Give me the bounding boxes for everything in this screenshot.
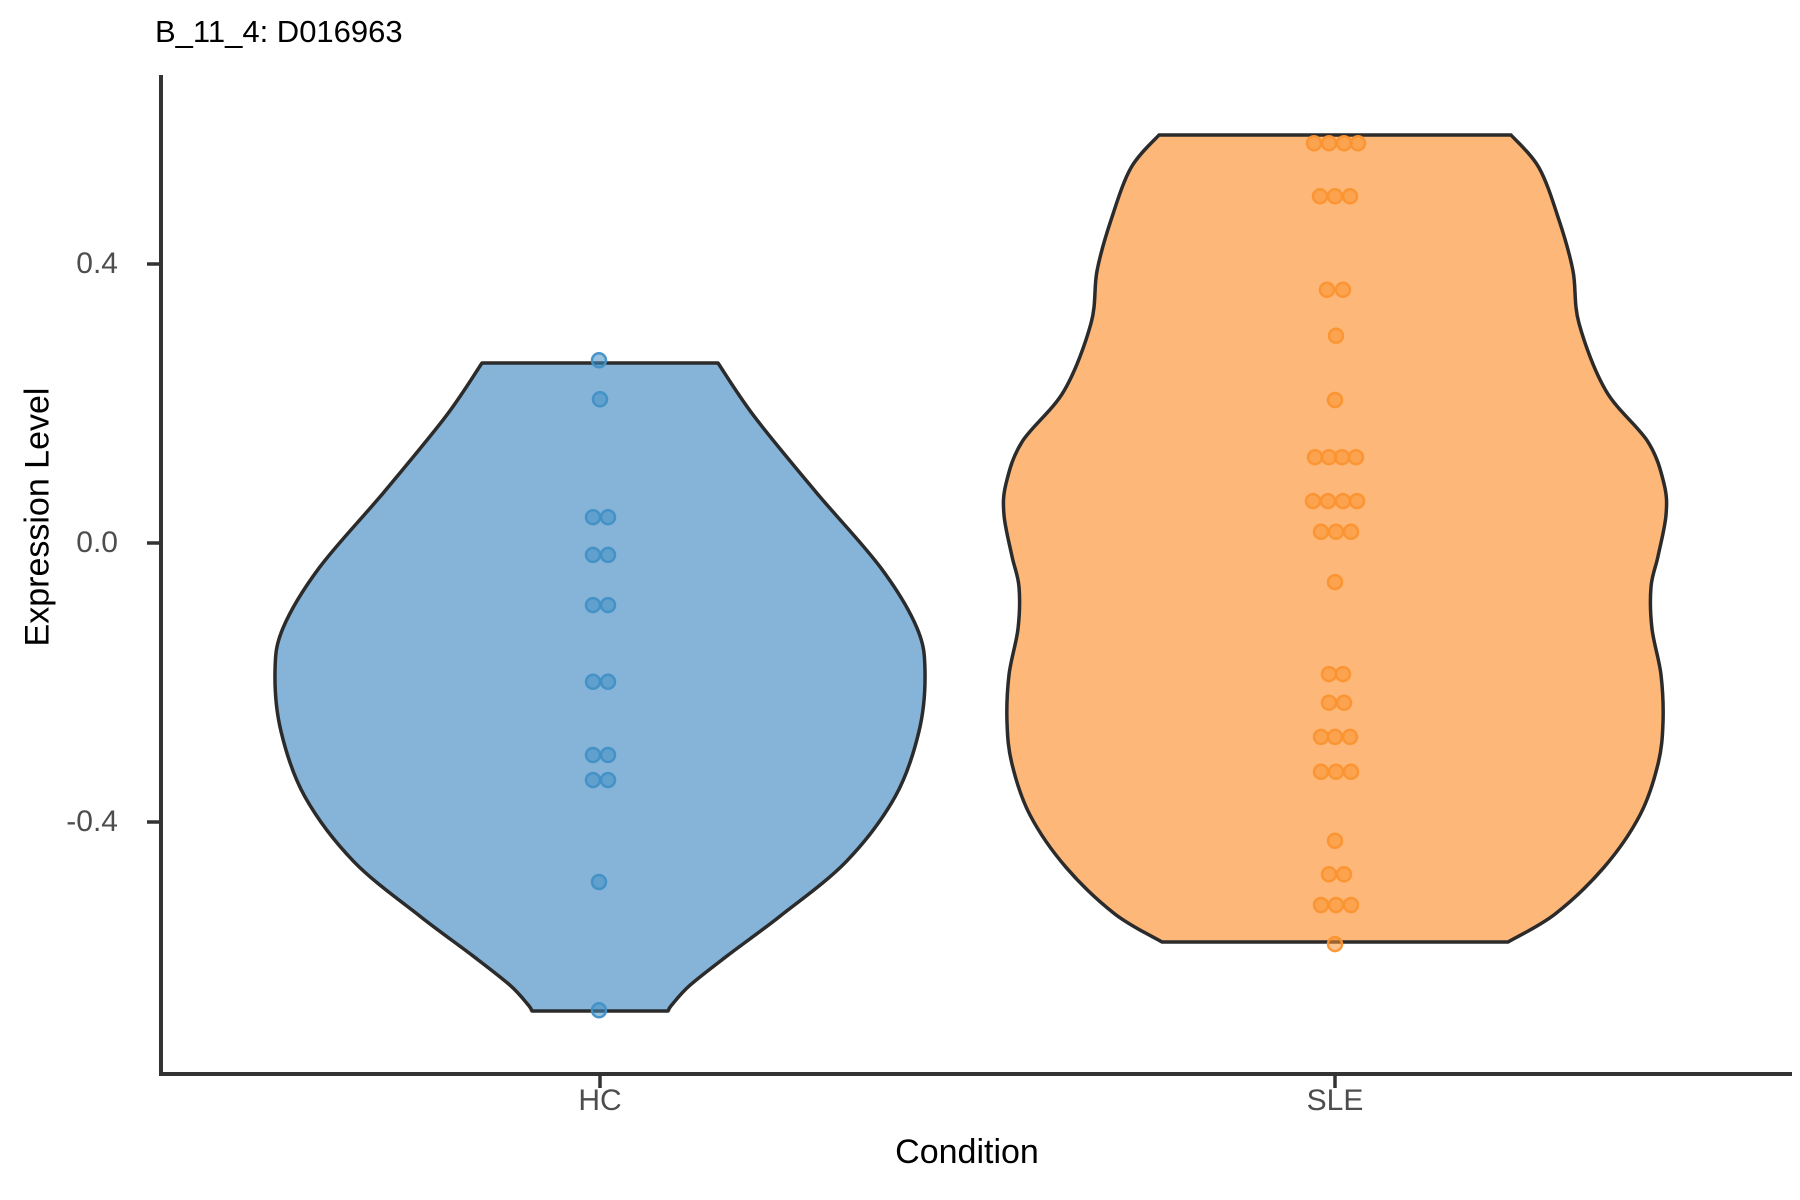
jitter-point xyxy=(584,673,602,691)
jitter-point xyxy=(1311,188,1329,205)
jitter-point xyxy=(584,771,602,789)
jitter-point xyxy=(599,546,617,564)
jitter-point xyxy=(1326,935,1344,953)
jitter-point xyxy=(1326,832,1344,850)
jitter-point xyxy=(590,1002,608,1019)
jitter-point xyxy=(1327,327,1345,345)
jitter-point xyxy=(1312,728,1330,746)
jitter-point xyxy=(1326,391,1344,409)
jitter-point xyxy=(1342,763,1360,781)
jitter-point xyxy=(591,391,609,408)
jitter-point xyxy=(1318,281,1336,299)
jitter-point xyxy=(590,873,608,891)
x-category-label-hc: HC xyxy=(578,1084,622,1117)
jitter-point xyxy=(1320,694,1338,711)
jitter-point xyxy=(1312,896,1330,914)
jitter-point xyxy=(1320,135,1338,152)
jitter-point xyxy=(1326,728,1344,746)
jitter-point xyxy=(1341,188,1359,205)
jitter-point xyxy=(1326,188,1344,205)
jitter-point xyxy=(1347,448,1365,466)
y-tick-label: 0.4 xyxy=(76,247,118,280)
y-tick-label: 0.0 xyxy=(76,526,118,559)
jitter-points-sle xyxy=(1304,135,1367,953)
violin-shape-hc xyxy=(273,361,927,1013)
jitter-point xyxy=(1334,665,1352,683)
jitter-point xyxy=(584,746,602,764)
jitter-point xyxy=(599,673,617,691)
x-category-label-sle: SLE xyxy=(1306,1084,1364,1117)
jitter-point xyxy=(1320,665,1338,683)
jitter-point xyxy=(1305,135,1323,152)
jitter-point xyxy=(1304,492,1322,510)
jitter-point xyxy=(1342,896,1360,914)
jitter-point xyxy=(584,546,602,564)
jitter-point xyxy=(1319,492,1337,510)
jitter-point xyxy=(584,596,602,614)
jitter-point xyxy=(1349,135,1367,152)
x-axis-title: Condition xyxy=(895,1133,1039,1171)
jitter-point xyxy=(1320,866,1338,883)
jitter-point xyxy=(1312,523,1330,541)
jitter-point xyxy=(1335,694,1353,711)
jitter-point xyxy=(1335,135,1353,152)
jitter-point xyxy=(1327,896,1345,914)
jitter-point xyxy=(1327,523,1345,541)
jitter-point xyxy=(1341,728,1359,746)
y-tick-label: -0.4 xyxy=(66,805,118,838)
jitter-point xyxy=(1326,573,1344,591)
jitter-point xyxy=(1348,492,1366,510)
jitter-point xyxy=(1327,763,1345,781)
jitter-point xyxy=(1334,281,1352,299)
jitter-point xyxy=(590,352,608,369)
y-axis-title: Expression Level xyxy=(18,387,57,647)
jitter-point xyxy=(599,596,617,614)
jitter-point xyxy=(1333,448,1351,466)
jitter-point xyxy=(584,508,602,526)
jitter-point xyxy=(1312,763,1330,781)
jitter-point xyxy=(1334,492,1352,510)
jitter-point xyxy=(599,746,617,764)
jitter-point xyxy=(599,771,617,789)
jitter-point xyxy=(1335,866,1353,883)
jitter-points-hc xyxy=(584,352,617,1019)
jitter-point xyxy=(1306,448,1324,466)
jitter-point xyxy=(599,508,617,526)
chart-title: B_11_4: D016963 xyxy=(155,14,403,49)
jitter-point xyxy=(1342,523,1360,541)
